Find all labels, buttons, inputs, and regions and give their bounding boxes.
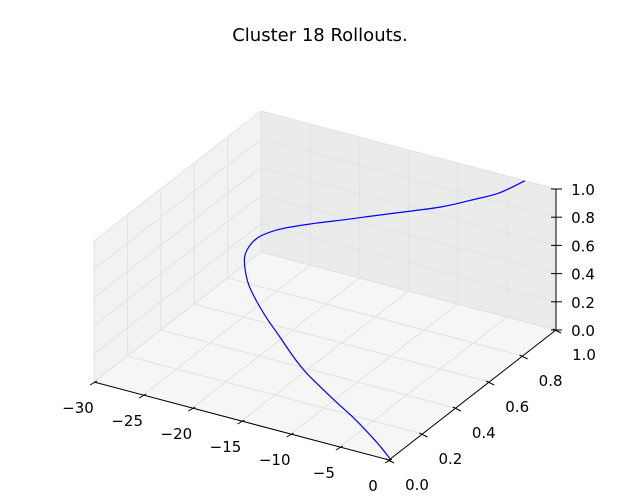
z-tick-label: 0.8 (571, 209, 595, 227)
y-tick-label: 0.4 (472, 424, 496, 442)
x-grid-line (339, 316, 508, 448)
z-grid-line (260, 251, 557, 331)
z-tick-label: 0.4 (571, 266, 595, 284)
series-line (243, 180, 526, 459)
z-grid-line (93, 251, 262, 383)
z-grid-line (260, 110, 557, 190)
x-grid-line (142, 264, 311, 396)
y-grid-line (127, 355, 423, 435)
x-axis-line (93, 381, 390, 461)
x-tick-mark (384, 458, 393, 464)
chart-title: Cluster 18 Rollouts. (232, 25, 408, 46)
x-tick-mark (237, 419, 245, 425)
x-grid-line (290, 303, 458, 435)
z-tick-label: 0.2 (571, 294, 595, 312)
tick-marks (89, 188, 562, 464)
z-tick-label: 1.0 (571, 181, 595, 199)
y-axis-line (388, 329, 557, 461)
z-grid-line (93, 138, 262, 270)
y-grid-line (194, 303, 490, 383)
x-grid-line (241, 290, 409, 422)
x-tick-mark (286, 432, 294, 438)
z-grid-line (93, 195, 262, 326)
x-tick-label: −30 (62, 399, 94, 417)
x-tick-label: −25 (111, 412, 143, 430)
x-grid-line (192, 277, 360, 409)
z-grid-line (93, 167, 262, 298)
y-tick-mark (485, 380, 495, 386)
z-grid-line (260, 138, 557, 218)
x-tick-mark (138, 393, 147, 399)
y-tick-mark (385, 458, 395, 464)
x-tick-mark (335, 445, 344, 451)
y-tick-mark (519, 354, 528, 360)
y-tick-label: 0.0 (405, 476, 429, 494)
z-grid-line (260, 223, 557, 303)
back-pane-left (94, 111, 261, 382)
y-tick-label: 1.0 (572, 346, 596, 364)
x-tick-mark (188, 406, 196, 412)
z-grid-line (260, 166, 557, 246)
series-group (243, 180, 526, 459)
y-tick-label: 0.8 (539, 372, 563, 390)
y-grid-line (160, 329, 456, 409)
z-grid-line (93, 110, 262, 242)
y-grid-line (227, 277, 523, 357)
y-tick-mark (452, 406, 462, 412)
x-tick-mark (89, 380, 98, 386)
z-grid-line (93, 223, 262, 355)
x-tick-label: 0 (368, 477, 378, 495)
x-tick-label: −5 (313, 464, 335, 482)
grid-lines (93, 110, 557, 461)
x-tick-label: −15 (210, 438, 242, 456)
y-tick-mark (419, 432, 428, 438)
x-tick-label: −20 (161, 425, 193, 443)
z-tick-label: 0.6 (571, 237, 595, 255)
x-tick-label: −10 (259, 451, 291, 469)
tick-labels: −30 −25 −20 −15 −10 −5 0 0.0 0.2 0.4 0.6 0.8 1.0 0.0 0… (62, 181, 596, 495)
y-tick-label: 0.2 (438, 450, 462, 468)
z-tick-label: 0.0 (571, 322, 595, 340)
axis-edges (93, 189, 557, 461)
y-tick-label: 0.6 (505, 398, 529, 416)
z-grid-line (260, 195, 557, 275)
